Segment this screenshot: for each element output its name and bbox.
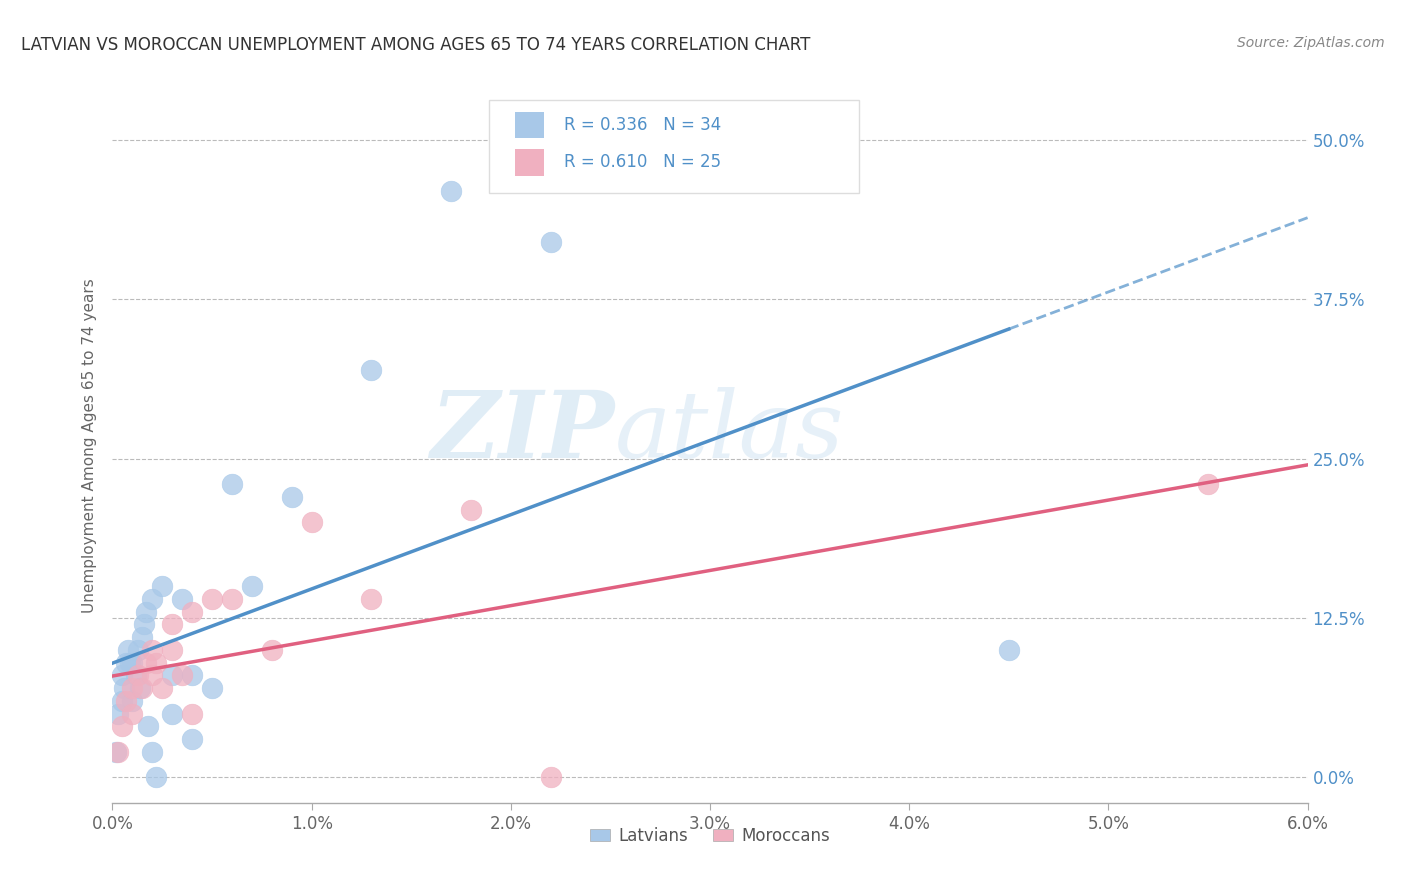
Point: [127, 668, 149, 682]
Point: [141, 591, 163, 606]
Point: [127, 643, 149, 657]
Point: [120, 656, 142, 670]
Point: [540, 770, 562, 784]
Point: [998, 643, 1021, 657]
FancyBboxPatch shape: [515, 112, 544, 138]
Point: [117, 643, 139, 657]
Point: [145, 656, 167, 670]
FancyBboxPatch shape: [515, 149, 544, 176]
Point: [141, 668, 163, 682]
Point: [540, 235, 562, 249]
Point: [125, 668, 148, 682]
Point: [150, 579, 173, 593]
Point: [162, 643, 183, 657]
Point: [150, 681, 173, 695]
Point: [134, 617, 156, 632]
Text: R = 0.336   N = 34: R = 0.336 N = 34: [564, 116, 721, 134]
Legend: Latvians, Moroccans: Latvians, Moroccans: [583, 821, 837, 852]
Point: [131, 681, 153, 695]
Point: [360, 591, 382, 606]
Text: Source: ZipAtlas.com: Source: ZipAtlas.com: [1237, 36, 1385, 50]
Point: [460, 502, 482, 516]
Point: [115, 694, 138, 708]
Point: [138, 719, 160, 733]
Point: [145, 770, 167, 784]
Point: [135, 605, 157, 619]
Point: [240, 579, 263, 593]
Point: [141, 745, 163, 759]
Point: [360, 362, 382, 376]
Point: [111, 668, 134, 682]
Point: [135, 656, 157, 670]
Point: [172, 668, 194, 682]
Point: [107, 706, 129, 721]
Point: [162, 617, 183, 632]
Text: LATVIAN VS MOROCCAN UNEMPLOYMENT AMONG AGES 65 TO 74 YEARS CORRELATION CHART: LATVIAN VS MOROCCAN UNEMPLOYMENT AMONG A…: [21, 36, 810, 54]
Point: [121, 694, 143, 708]
Point: [121, 681, 143, 695]
Point: [281, 490, 304, 504]
Point: [111, 719, 134, 733]
Point: [115, 656, 138, 670]
Point: [181, 668, 204, 682]
Point: [107, 745, 129, 759]
Text: ZIP: ZIP: [430, 387, 614, 476]
Y-axis label: Unemployment Among Ages 65 to 74 years: Unemployment Among Ages 65 to 74 years: [82, 278, 97, 614]
Point: [131, 630, 153, 644]
Point: [121, 656, 143, 670]
FancyBboxPatch shape: [489, 100, 859, 193]
Point: [141, 643, 163, 657]
Point: [221, 591, 243, 606]
Point: [121, 706, 143, 721]
Text: atlas: atlas: [614, 387, 844, 476]
Point: [201, 591, 224, 606]
Point: [201, 681, 224, 695]
Point: [181, 706, 204, 721]
Point: [221, 477, 243, 491]
Point: [172, 591, 194, 606]
Point: [114, 681, 135, 695]
Point: [162, 706, 183, 721]
Point: [162, 668, 183, 682]
Point: [181, 605, 204, 619]
Point: [301, 516, 323, 530]
Point: [129, 681, 152, 695]
Point: [105, 745, 128, 759]
Point: [440, 184, 463, 198]
Point: [260, 643, 283, 657]
Point: [1197, 477, 1219, 491]
Text: R = 0.610   N = 25: R = 0.610 N = 25: [564, 153, 721, 171]
Point: [181, 732, 204, 747]
Point: [111, 694, 134, 708]
